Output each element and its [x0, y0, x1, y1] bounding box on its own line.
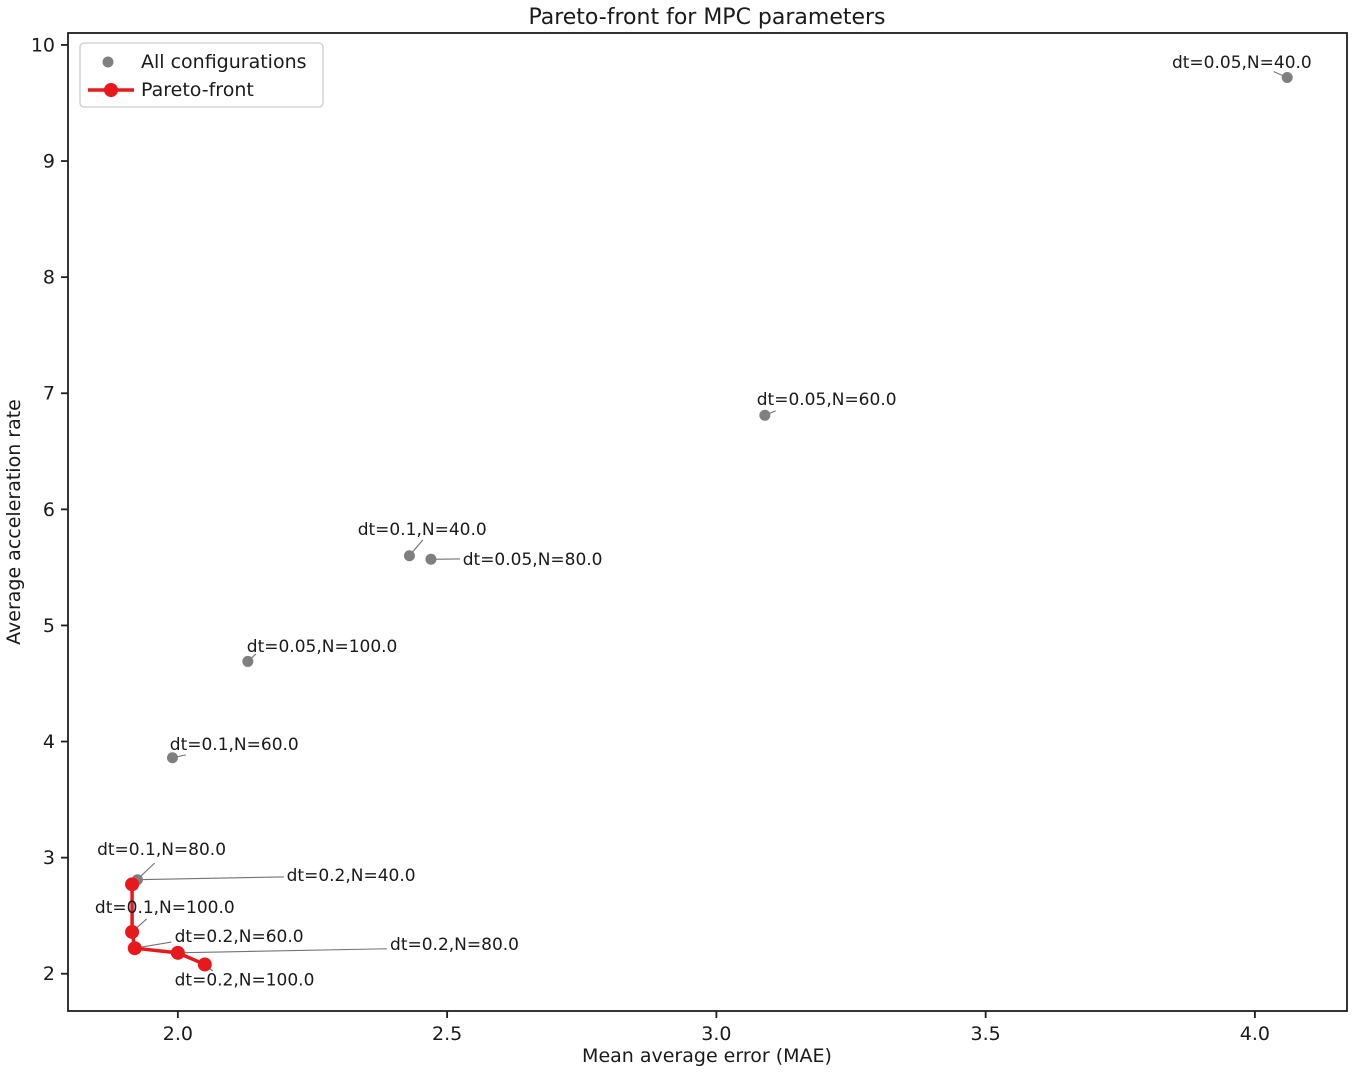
- config-point: [242, 655, 254, 667]
- pareto-point: [125, 924, 140, 939]
- config-point: [166, 752, 178, 764]
- x-tick-label: 2.5: [432, 1023, 462, 1045]
- pareto-front-line: [125, 877, 212, 972]
- x-tick-label: 2.0: [163, 1023, 193, 1045]
- config-point: [425, 553, 437, 565]
- point-annotation: dt=0.05,N=80.0: [463, 550, 603, 570]
- x-tick-label: 3.5: [971, 1023, 1001, 1045]
- point-annotation: dt=0.1,N=80.0: [97, 840, 226, 860]
- y-tick-label: 3: [43, 847, 55, 869]
- axes-box: [67, 32, 1348, 1012]
- legend: All configurations Pareto-front: [79, 42, 324, 108]
- annotation-leader-lines: [131, 71, 1288, 972]
- axis-ticks: 2.0 2.5 3.0 3.5 4.0 2 3 4 5 6 7 8 9 10: [31, 34, 1270, 1045]
- pareto-point: [197, 957, 212, 972]
- point-annotation: dt=0.1,N=40.0: [358, 520, 487, 540]
- y-tick-label: 7: [43, 383, 55, 405]
- y-tick-label: 2: [43, 963, 55, 985]
- pareto-point: [125, 877, 140, 892]
- config-point: [759, 409, 771, 421]
- point-annotation: dt=0.2,N=60.0: [175, 927, 304, 947]
- pareto-point: [170, 945, 185, 960]
- y-tick-label: 5: [43, 615, 55, 637]
- annotation-leader-line: [137, 876, 284, 881]
- point-annotation: dt=0.1,N=60.0: [170, 735, 299, 755]
- legend-item-all-configurations: All configurations: [141, 51, 307, 73]
- legend-gray-dot-icon: [102, 56, 114, 68]
- legend-red-dot-icon: [104, 83, 118, 97]
- y-tick-label: 9: [43, 151, 55, 173]
- x-tick-label: 3.0: [701, 1023, 731, 1045]
- point-annotation: dt=0.2,N=80.0: [390, 935, 519, 955]
- point-annotation: dt=0.2,N=40.0: [287, 866, 416, 886]
- y-axis-label: Average acceleration rate: [3, 399, 25, 645]
- y-tick-label: 8: [43, 267, 55, 289]
- point-annotation: dt=0.05,N=100.0: [247, 637, 398, 657]
- chart-title: Pareto-front for MPC parameters: [528, 5, 885, 30]
- annotations: dt=0.05,N=40.0 dt=0.05,N=60.0 dt=0.1,N=40.…: [95, 53, 1312, 991]
- y-tick-label: 4: [43, 731, 55, 753]
- point-annotation: dt=0.05,N=60.0: [757, 390, 897, 410]
- config-point: [403, 550, 415, 562]
- legend-item-pareto-front: Pareto-front: [141, 79, 254, 101]
- point-annotation: dt=0.2,N=100.0: [175, 970, 315, 990]
- annotation-leader-line: [177, 948, 387, 954]
- config-point: [1281, 71, 1293, 83]
- pareto-point: [127, 941, 142, 956]
- legend-box: [79, 42, 324, 108]
- x-tick-label: 4.0: [1240, 1023, 1270, 1045]
- y-tick-label: 6: [43, 499, 55, 521]
- x-axis-label: Mean average error (MAE): [582, 1045, 832, 1067]
- point-annotation: dt=0.05,N=40.0: [1172, 53, 1312, 73]
- y-tick-label: 10: [31, 34, 55, 56]
- point-annotation: dt=0.1,N=100.0: [95, 898, 235, 918]
